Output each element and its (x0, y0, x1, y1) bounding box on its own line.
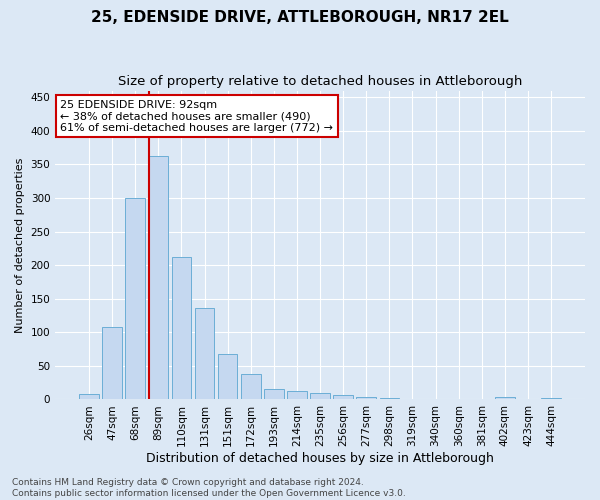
Bar (241, 374, 260, 400)
Bar (172, 257, 191, 400)
Bar (495, 398, 515, 400)
Bar (218, 354, 238, 400)
Bar (334, 396, 353, 400)
Text: Contains HM Land Registry data © Crown copyright and database right 2024.
Contai: Contains HM Land Registry data © Crown c… (12, 478, 406, 498)
Bar (125, 198, 145, 400)
Text: 25, EDENSIDE DRIVE, ATTLEBOROUGH, NR17 2EL: 25, EDENSIDE DRIVE, ATTLEBOROUGH, NR17 2… (91, 10, 509, 25)
Bar (149, 156, 168, 400)
Bar (541, 398, 561, 400)
Y-axis label: Number of detached properties: Number of detached properties (15, 158, 25, 332)
Bar (380, 398, 399, 400)
Bar (356, 398, 376, 400)
Bar (310, 392, 330, 400)
Bar (195, 308, 214, 400)
Bar (79, 394, 99, 400)
Bar (103, 327, 122, 400)
Bar (287, 390, 307, 400)
Bar (264, 390, 284, 400)
Title: Size of property relative to detached houses in Attleborough: Size of property relative to detached ho… (118, 75, 522, 88)
Text: 25 EDENSIDE DRIVE: 92sqm
← 38% of detached houses are smaller (490)
61% of semi-: 25 EDENSIDE DRIVE: 92sqm ← 38% of detach… (61, 100, 334, 133)
X-axis label: Distribution of detached houses by size in Attleborough: Distribution of detached houses by size … (146, 452, 494, 465)
